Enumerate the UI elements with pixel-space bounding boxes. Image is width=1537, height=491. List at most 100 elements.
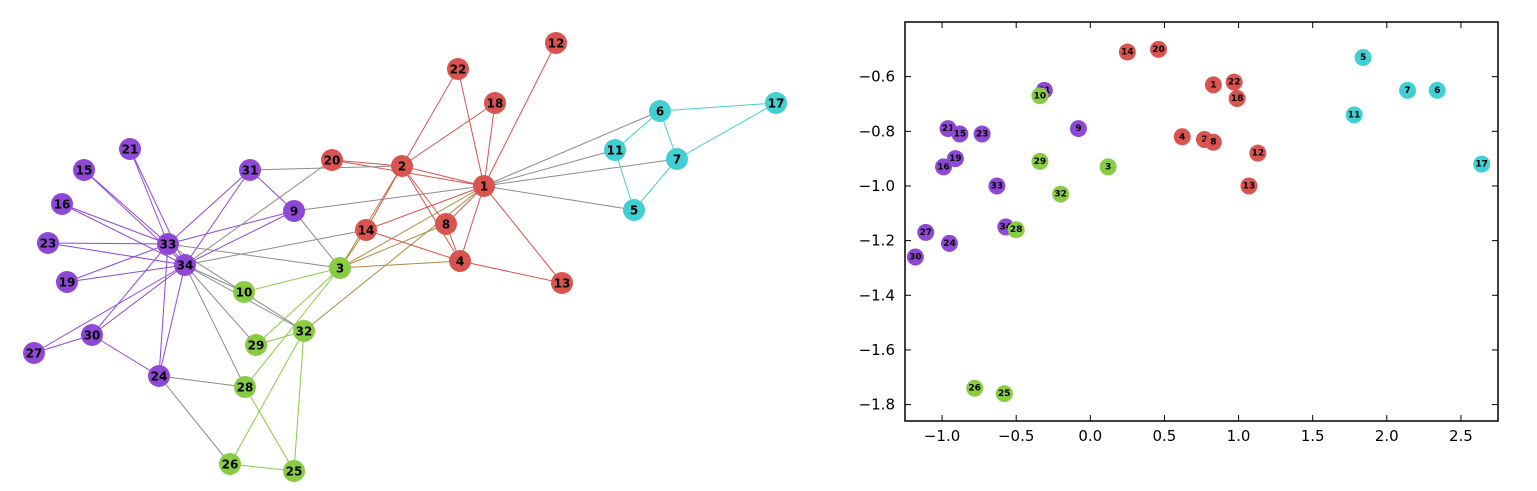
graph-edge-16-34 — [61, 203, 186, 266]
graph-edge-1-12 — [483, 42, 557, 187]
scatter-point-22: 22 — [1225, 73, 1243, 91]
scatter-point-26: 26 — [966, 379, 984, 397]
scatter-point-label: 24 — [943, 239, 956, 249]
graph-node-2: 2 — [391, 155, 413, 177]
graph-edge-24-28 — [158, 375, 246, 388]
network-graph: 123 4567891011121314151617181920212223242… — [23, 32, 787, 482]
y-tick-label: −1.0 — [859, 177, 895, 195]
scatter-point-6: 6 — [1428, 81, 1446, 99]
x-tick-label: 1.5 — [1301, 427, 1325, 445]
graph-node-circle — [293, 320, 315, 342]
scatter-point-15: 15 — [951, 125, 969, 143]
plot-frame — [904, 21, 1499, 422]
graph-node-label: 22 — [450, 63, 467, 77]
graph-node-label: 20 — [324, 154, 341, 168]
scatter-point-18: 18 — [1228, 90, 1246, 108]
scatter-point-marker — [1204, 133, 1222, 151]
scatter-point-label: 8 — [1210, 138, 1216, 148]
graph-node-circle — [245, 334, 267, 356]
graph-node-circle — [391, 155, 413, 177]
scatter-point-13: 13 — [1240, 177, 1258, 195]
graph-node-label: 14 — [358, 224, 375, 238]
graph-node-circle — [23, 342, 45, 364]
x-tick-label: 0.0 — [1078, 427, 1102, 445]
graph-edge-1-32 — [303, 185, 485, 332]
graph-node-label: 5 — [630, 204, 638, 218]
scatter-point-marker — [1007, 221, 1025, 239]
graph-edge-2-14 — [365, 165, 403, 231]
scatter-point-label: 17 — [1475, 160, 1488, 170]
graph-node-label: 15 — [76, 164, 93, 178]
graph-node-label: 34 — [177, 259, 194, 273]
graph-node-circle — [56, 271, 78, 293]
graph-edge-2-4 — [401, 165, 461, 262]
scatter-point-label: 18 — [1231, 94, 1244, 104]
scatter-point-label: 1 — [1210, 80, 1216, 90]
graph-node-11: 11 — [604, 139, 626, 161]
scatter-point-label: 10 — [1034, 91, 1047, 101]
scatter-point-marker — [1428, 81, 1446, 99]
y-tick-label: −1.8 — [859, 396, 895, 414]
graph-edge-1-13 — [483, 185, 563, 284]
x-tick-label: 0.5 — [1153, 427, 1177, 445]
scatter-point-label: 15 — [954, 130, 967, 140]
graph-node-33: 33 — [157, 233, 179, 255]
graph-node-17: 17 — [765, 92, 787, 114]
scatter-point-marker — [1249, 144, 1267, 162]
graph-node-6: 6 — [649, 100, 671, 122]
scatter-point-32: 32 — [1052, 185, 1070, 203]
graph-node-label: 31 — [242, 164, 259, 178]
graph-node-circle — [666, 148, 688, 170]
y-tick-label: −1.4 — [859, 286, 895, 304]
graph-node-circle — [119, 138, 141, 160]
graph-node-4: 4 — [449, 250, 471, 272]
scatter-point-27: 27 — [917, 223, 935, 241]
graph-edge-2-20 — [331, 159, 403, 167]
graph-node-9: 9 — [283, 200, 305, 222]
graph-edge-3-10 — [243, 267, 341, 293]
graph-node-circle — [435, 213, 457, 235]
scatter-point-8: 8 — [1204, 133, 1222, 151]
graph-node-27: 27 — [23, 342, 45, 364]
scatter-point-marker — [1118, 43, 1136, 61]
scatter-point-marker — [1225, 73, 1243, 91]
scatter-point-31: 31 — [1035, 81, 1053, 99]
scatter-point-9: 9 — [1069, 120, 1087, 138]
graph-edge-24-33 — [158, 243, 169, 377]
graph-node-circle — [649, 100, 671, 122]
graph-edge-20-34 — [184, 159, 333, 266]
graph-edge-4-13 — [459, 260, 563, 284]
graph-node-12: 12 — [545, 32, 567, 54]
scatter-point-label: 22 — [1228, 78, 1241, 88]
scatter-point-marker — [1228, 90, 1246, 108]
graph-node-label: 23 — [40, 237, 57, 251]
scatter-point-marker — [1052, 185, 1070, 203]
scatter-point-label: 27 — [919, 228, 932, 238]
graph-node-label: 12 — [548, 37, 565, 51]
scatter-point-marker — [1031, 152, 1049, 170]
graph-node-29: 29 — [245, 334, 267, 356]
graph-node-circle — [355, 219, 377, 241]
scatter-point-33: 33 — [988, 177, 1006, 195]
scatter-point-marker — [997, 218, 1015, 236]
scatter-point-label: 33 — [991, 181, 1004, 191]
scatter-point-16: 16 — [935, 158, 953, 176]
graph-edge-4-14 — [365, 229, 461, 262]
scatter-point-label: 13 — [1243, 181, 1256, 191]
scatter-point-34: 34 — [997, 218, 1015, 236]
y-tick-label: −1.6 — [859, 341, 895, 359]
graph-edge-1-9 — [293, 185, 485, 212]
scatter-point-label: 9 — [1075, 124, 1081, 134]
scatter-point-marker — [1035, 81, 1053, 99]
graph-node-18: 18 — [484, 92, 506, 114]
graph-node-label: 18 — [487, 97, 504, 111]
graph-edge-3-8 — [339, 223, 447, 269]
graph-edge-2-18 — [401, 102, 496, 167]
scatter-point-marker — [973, 125, 991, 143]
scatter-point-marker — [1173, 128, 1191, 146]
scatter-point-marker — [1399, 81, 1417, 99]
graph-node-circle — [157, 233, 179, 255]
scatter-point-30: 30 — [906, 248, 924, 266]
scatter-point-marker — [1354, 49, 1372, 67]
graph-node-label: 21 — [122, 143, 139, 157]
